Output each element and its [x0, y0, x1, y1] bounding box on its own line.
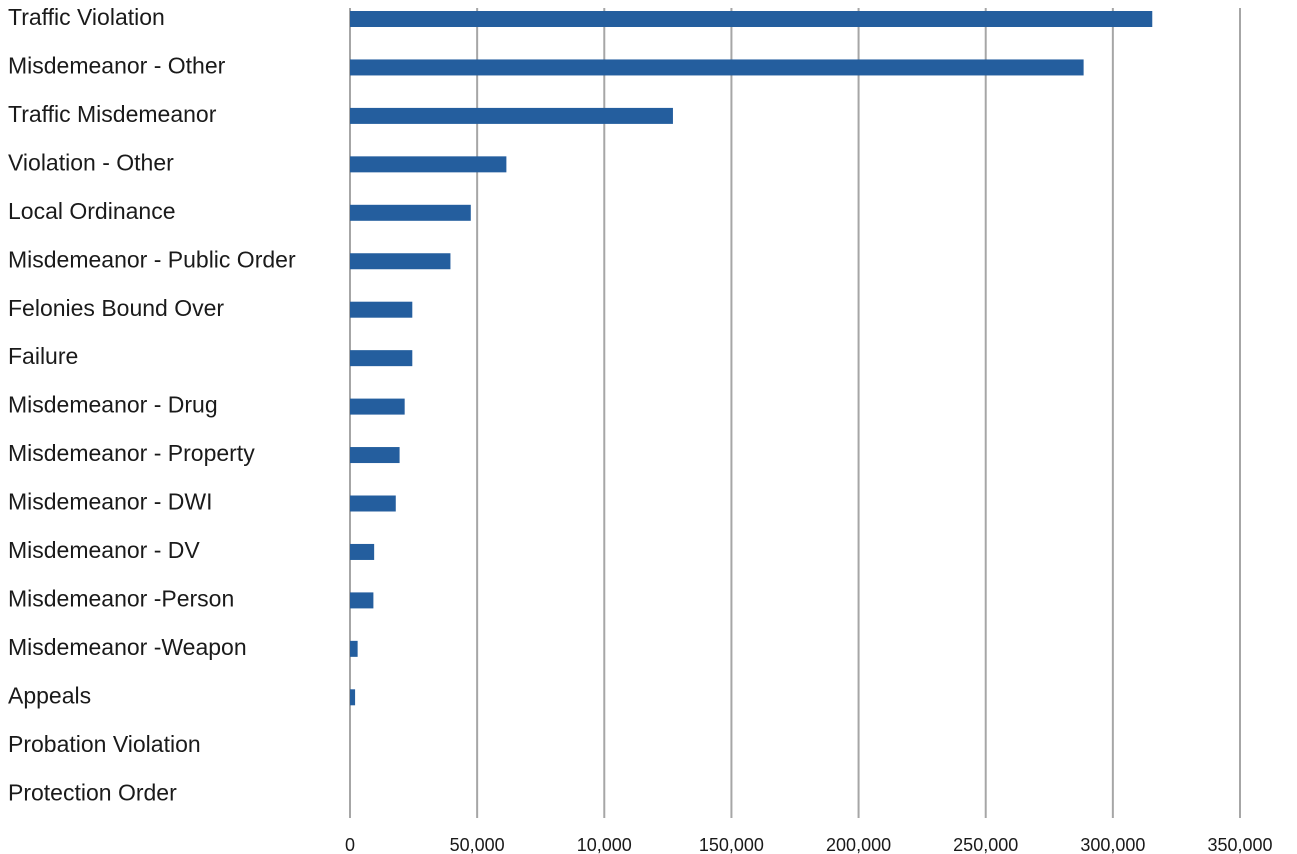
category-label-1: Misdemeanor - Other — [8, 53, 226, 79]
category-labels: Traffic Violation Misdemeanor - Other Traf… — [8, 4, 296, 805]
x-axis-tick-labels: 0 50,000 10,000 150,000 200,000 250,000 300,00… — [345, 835, 1273, 854]
category-label-16: Protection Order — [8, 779, 177, 805]
category-label-8: Misdemeanor - Drug — [8, 392, 218, 418]
x-tick-label-6: 300,000 — [1080, 835, 1145, 854]
category-label-10: Misdemeanor - DWI — [8, 489, 212, 515]
category-label-13: Misdemeanor -Weapon — [8, 634, 247, 660]
category-label-9: Misdemeanor - Property — [8, 440, 255, 466]
category-label-5: Misdemeanor - Public Order — [8, 246, 296, 272]
category-label-15: Probation Violation — [8, 731, 201, 757]
bar-14 — [350, 689, 356, 706]
bar-11 — [350, 543, 375, 560]
x-tick-label-3: 150,000 — [699, 835, 764, 854]
category-label-7: Failure — [8, 343, 78, 369]
x-tick-label-1: 50,000 — [450, 835, 505, 854]
category-label-12: Misdemeanor -Person — [8, 585, 234, 611]
category-label-6: Felonies Bound Over — [8, 295, 224, 321]
bar-13 — [350, 640, 358, 657]
x-tick-label-4: 200,000 — [826, 835, 891, 854]
bar-9 — [350, 447, 400, 464]
bar-10 — [350, 495, 396, 512]
bar-4 — [350, 204, 471, 221]
bar-8 — [350, 398, 405, 415]
category-label-3: Violation - Other — [8, 149, 174, 175]
bar-3 — [350, 156, 507, 173]
x-tick-label-0: 0 — [345, 835, 355, 854]
bar-0 — [350, 11, 1153, 27]
x-tick-label-2: 10,000 — [577, 835, 632, 854]
bar-2 — [350, 107, 673, 124]
category-label-11: Misdemeanor - DV — [8, 537, 200, 563]
x-tick-label-5: 250,000 — [953, 835, 1018, 854]
bar-5 — [350, 253, 451, 270]
bars — [350, 11, 1153, 706]
bar-12 — [350, 592, 374, 609]
bar-7 — [350, 350, 413, 367]
category-label-14: Appeals — [8, 682, 91, 708]
category-label-4: Local Ordinance — [8, 198, 176, 224]
category-label-0: Traffic Violation — [8, 4, 165, 30]
bar-6 — [350, 301, 413, 318]
category-label-2: Traffic Misdemeanor — [8, 101, 217, 127]
gridlines — [349, 8, 1241, 818]
x-tick-label-7: 350,000 — [1207, 835, 1272, 854]
bar-1 — [350, 59, 1084, 76]
